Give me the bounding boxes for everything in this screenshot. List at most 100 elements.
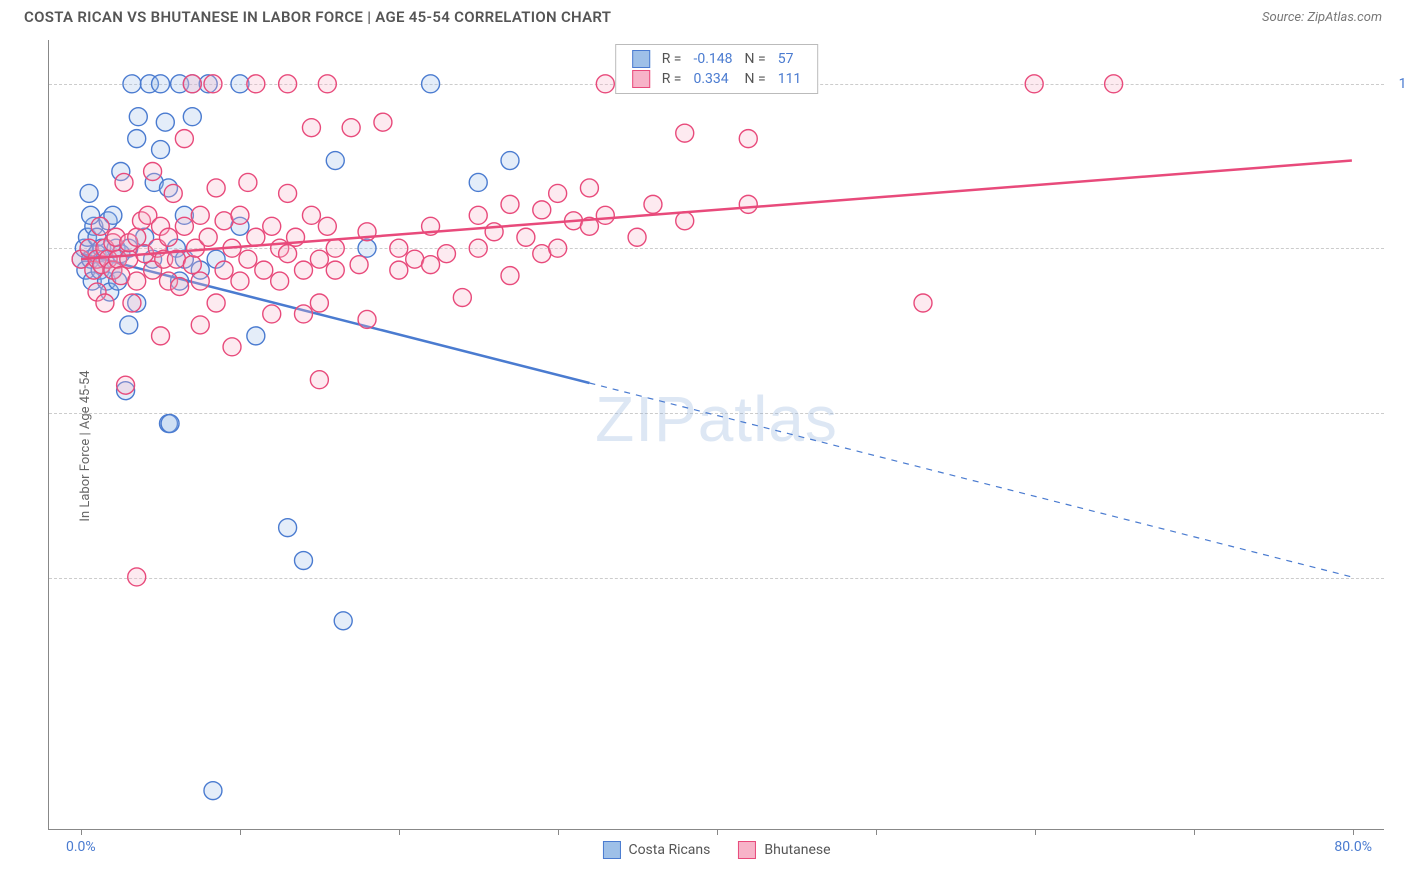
data-point-bhutanese (144, 163, 162, 181)
data-point-costa_ricans (123, 75, 141, 93)
data-point-bhutanese (263, 305, 281, 323)
data-point-costa_ricans (279, 519, 297, 537)
data-point-bhutanese (310, 294, 328, 312)
data-point-bhutanese (1105, 75, 1123, 93)
data-point-bhutanese (318, 217, 336, 235)
data-point-bhutanese (183, 75, 201, 93)
y-tick-label: 85.0% (1389, 240, 1406, 256)
data-point-bhutanese (255, 261, 273, 279)
x-tick-label: 0.0% (66, 839, 96, 855)
data-point-bhutanese (171, 278, 189, 296)
data-point-costa_ricans (204, 782, 222, 800)
legend-label: Bhutanese (764, 842, 830, 858)
legend-label: Costa Ricans (628, 842, 710, 858)
data-point-bhutanese (302, 119, 320, 137)
data-point-bhutanese (239, 250, 257, 268)
trend-line-extrapolated-costa_ricans (589, 383, 1351, 577)
data-point-bhutanese (247, 75, 265, 93)
data-point-bhutanese (422, 256, 440, 274)
data-point-costa_ricans (334, 612, 352, 630)
data-point-bhutanese (183, 256, 201, 274)
x-tick (399, 829, 400, 835)
data-point-bhutanese (596, 75, 614, 93)
data-point-bhutanese (295, 261, 313, 279)
data-point-bhutanese (263, 217, 281, 235)
data-point-costa_ricans (161, 415, 179, 433)
stats-row-costa-ricans: R = -0.148 N = 57 (626, 49, 808, 69)
data-point-costa_ricans (80, 184, 98, 202)
data-point-bhutanese (204, 75, 222, 93)
data-point-bhutanese (469, 239, 487, 257)
x-tick (876, 829, 877, 835)
data-point-bhutanese (175, 130, 193, 148)
data-point-bhutanese (279, 184, 297, 202)
data-point-bhutanese (390, 239, 408, 257)
data-point-bhutanese (310, 371, 328, 389)
data-point-bhutanese (191, 316, 209, 334)
data-point-bhutanese (247, 228, 265, 246)
data-point-bhutanese (271, 272, 289, 290)
data-point-bhutanese (115, 173, 133, 191)
data-point-bhutanese (207, 179, 225, 197)
data-point-costa_ricans (183, 108, 201, 126)
data-point-bhutanese (469, 206, 487, 224)
data-point-bhutanese (199, 228, 217, 246)
data-point-bhutanese (231, 206, 249, 224)
data-point-bhutanese (128, 228, 146, 246)
data-point-costa_ricans (469, 173, 487, 191)
x-tick (1194, 829, 1195, 835)
y-tick-label: 70.0% (1389, 405, 1406, 421)
data-point-bhutanese (390, 261, 408, 279)
data-point-bhutanese (207, 294, 225, 312)
data-point-costa_ricans (152, 141, 170, 159)
data-point-costa_ricans (247, 327, 265, 345)
data-point-bhutanese (628, 228, 646, 246)
data-point-bhutanese (239, 173, 257, 191)
data-point-bhutanese (159, 228, 177, 246)
x-tick-label: 80.0% (1334, 839, 1372, 855)
data-point-bhutanese (326, 261, 344, 279)
data-point-costa_ricans (152, 75, 170, 93)
data-point-bhutanese (128, 272, 146, 290)
data-point-bhutanese (549, 239, 567, 257)
data-point-bhutanese (501, 267, 519, 285)
correlation-stats-legend: R = -0.148 N = 57 R = 0.334 N = 111 (615, 44, 819, 94)
legend-item-costa-ricans: Costa Ricans (602, 841, 710, 859)
data-point-bhutanese (453, 289, 471, 307)
data-point-bhutanese (342, 119, 360, 137)
swatch-costa-ricans (632, 50, 650, 68)
data-point-bhutanese (215, 261, 233, 279)
data-point-bhutanese (358, 310, 376, 328)
chart-title: COSTA RICAN VS BHUTANESE IN LABOR FORCE … (24, 8, 611, 26)
data-point-bhutanese (374, 113, 392, 131)
data-point-bhutanese (644, 195, 662, 213)
data-point-bhutanese (580, 179, 598, 197)
data-point-bhutanese (191, 206, 209, 224)
x-tick (81, 829, 82, 835)
data-point-bhutanese (175, 217, 193, 235)
y-tick-label: 100.0% (1389, 76, 1406, 92)
data-point-bhutanese (128, 568, 146, 586)
data-point-costa_ricans (358, 239, 376, 257)
data-point-bhutanese (437, 245, 455, 263)
x-tick (558, 829, 559, 835)
r-value-costa-ricans: -0.148 (687, 49, 738, 69)
data-point-bhutanese (501, 195, 519, 213)
data-point-bhutanese (739, 130, 757, 148)
n-value-bhutanese: 111 (772, 69, 808, 89)
data-point-costa_ricans (501, 152, 519, 170)
x-tick (717, 829, 718, 835)
data-point-bhutanese (302, 206, 320, 224)
data-point-bhutanese (350, 256, 368, 274)
data-point-bhutanese (123, 294, 141, 312)
data-point-bhutanese (676, 212, 694, 230)
data-point-bhutanese (1025, 75, 1043, 93)
x-tick (240, 829, 241, 835)
data-point-bhutanese (318, 75, 336, 93)
series-legend: Costa Ricans Bhutanese (602, 841, 830, 859)
swatch-icon (738, 841, 756, 859)
r-value-bhutanese: 0.334 (687, 69, 738, 89)
data-point-bhutanese (914, 294, 932, 312)
y-tick-label: 55.0% (1389, 570, 1406, 586)
data-point-costa_ricans (120, 316, 138, 334)
